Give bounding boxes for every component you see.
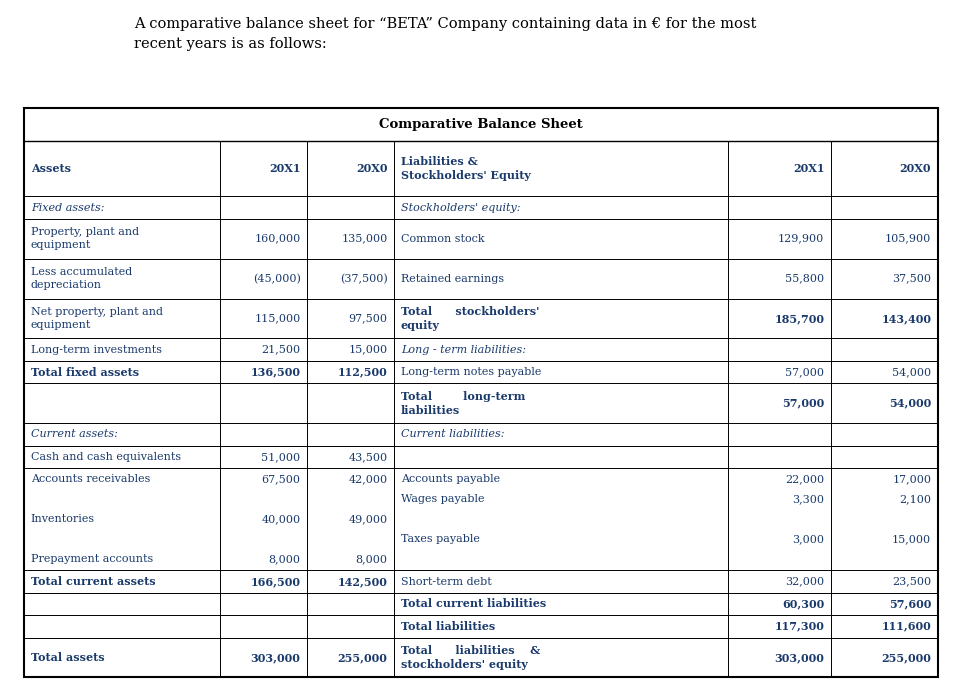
Text: 57,000: 57,000 xyxy=(785,367,824,377)
Text: Cash and cash equivalents: Cash and cash equivalents xyxy=(31,452,181,462)
Text: 136,500: 136,500 xyxy=(250,367,300,378)
Text: 255,000: 255,000 xyxy=(881,652,931,663)
Text: Stockholders' equity:: Stockholders' equity: xyxy=(401,203,521,213)
Text: 166,500: 166,500 xyxy=(250,576,300,587)
Text: 3,300: 3,300 xyxy=(792,494,824,504)
Text: 51,000: 51,000 xyxy=(262,452,300,462)
Text: 111,600: 111,600 xyxy=(881,621,931,632)
Text: (37,500): (37,500) xyxy=(339,273,387,284)
Text: 54,000: 54,000 xyxy=(892,367,931,377)
Text: 185,700: 185,700 xyxy=(774,313,824,324)
Text: Less accumulated
depreciation: Less accumulated depreciation xyxy=(31,267,132,290)
Text: Property, plant and
equipment: Property, plant and equipment xyxy=(31,227,139,250)
Text: 142,500: 142,500 xyxy=(338,576,387,587)
Text: Total      stockholders'
equity: Total stockholders' equity xyxy=(401,306,539,331)
Text: Total fixed assets: Total fixed assets xyxy=(31,367,139,378)
Text: 54,000: 54,000 xyxy=(889,398,931,408)
Text: 49,000: 49,000 xyxy=(348,514,387,524)
Text: 135,000: 135,000 xyxy=(341,233,387,244)
Text: 105,900: 105,900 xyxy=(885,233,931,244)
Text: Taxes payable: Taxes payable xyxy=(401,534,480,544)
Text: 160,000: 160,000 xyxy=(254,233,300,244)
Text: (45,000): (45,000) xyxy=(253,273,300,284)
Text: Wages payable: Wages payable xyxy=(401,494,484,504)
Text: 20X1: 20X1 xyxy=(269,163,300,174)
Text: 60,300: 60,300 xyxy=(782,599,824,609)
Text: 303,000: 303,000 xyxy=(250,652,300,663)
Bar xyxy=(24,108,938,677)
Text: 17,000: 17,000 xyxy=(892,474,931,484)
Text: 20X0: 20X0 xyxy=(356,163,387,174)
Text: 8,000: 8,000 xyxy=(269,554,300,564)
Text: Total current assets: Total current assets xyxy=(31,576,155,587)
Text: 55,800: 55,800 xyxy=(785,274,824,284)
Text: Common stock: Common stock xyxy=(401,233,484,244)
Text: 117,300: 117,300 xyxy=(774,621,824,632)
Text: Long-term investments: Long-term investments xyxy=(31,344,162,355)
Text: 32,000: 32,000 xyxy=(785,576,824,586)
Text: Long-term notes payable: Long-term notes payable xyxy=(401,367,541,377)
Text: Current liabilities:: Current liabilities: xyxy=(401,429,504,439)
Text: Comparative Balance Sheet: Comparative Balance Sheet xyxy=(379,118,583,131)
Text: 97,500: 97,500 xyxy=(348,314,387,323)
Text: Retained earnings: Retained earnings xyxy=(401,274,503,284)
Text: A comparative balance sheet for “BETA” Company containing data in € for the most: A comparative balance sheet for “BETA” C… xyxy=(134,17,757,52)
Text: Total        long-term
liabilities: Total long-term liabilities xyxy=(401,391,526,416)
Text: 37,500: 37,500 xyxy=(892,274,931,284)
Text: 57,000: 57,000 xyxy=(782,398,824,408)
Text: 67,500: 67,500 xyxy=(262,474,300,484)
Text: 303,000: 303,000 xyxy=(774,652,824,663)
Text: Liabilities &
Stockholders' Equity: Liabilities & Stockholders' Equity xyxy=(401,156,530,181)
Text: 20X0: 20X0 xyxy=(900,163,931,174)
Text: Total current liabilities: Total current liabilities xyxy=(401,599,546,609)
Text: 20X1: 20X1 xyxy=(793,163,824,174)
Text: 255,000: 255,000 xyxy=(338,652,387,663)
Text: 112,500: 112,500 xyxy=(338,367,387,378)
Text: Current assets:: Current assets: xyxy=(31,429,118,439)
Text: 22,000: 22,000 xyxy=(785,474,824,484)
Text: Net property, plant and
equipment: Net property, plant and equipment xyxy=(31,307,163,330)
Text: 15,000: 15,000 xyxy=(892,534,931,544)
Text: Accounts payable: Accounts payable xyxy=(401,474,500,484)
Text: 42,000: 42,000 xyxy=(348,474,387,484)
Text: Assets: Assets xyxy=(31,163,71,174)
Text: Prepayment accounts: Prepayment accounts xyxy=(31,554,152,564)
Text: 43,500: 43,500 xyxy=(348,452,387,462)
Text: 57,600: 57,600 xyxy=(889,599,931,609)
Text: Total      liabilities    &
stockholders' equity: Total liabilities & stockholders' equity xyxy=(401,645,540,670)
Text: 40,000: 40,000 xyxy=(262,514,300,524)
Text: Long - term liabilities:: Long - term liabilities: xyxy=(401,344,526,355)
Text: 3,000: 3,000 xyxy=(792,534,824,544)
Text: Accounts receivables: Accounts receivables xyxy=(31,474,150,484)
Text: 21,500: 21,500 xyxy=(262,344,300,355)
Text: Short-term debt: Short-term debt xyxy=(401,576,492,586)
Text: 129,900: 129,900 xyxy=(778,233,824,244)
Text: 15,000: 15,000 xyxy=(348,344,387,355)
Text: Total liabilities: Total liabilities xyxy=(401,621,495,632)
Text: 8,000: 8,000 xyxy=(356,554,387,564)
Text: 23,500: 23,500 xyxy=(892,576,931,586)
Text: 143,400: 143,400 xyxy=(881,313,931,324)
Text: Inventories: Inventories xyxy=(31,514,95,524)
Text: Fixed assets:: Fixed assets: xyxy=(31,203,105,213)
Text: Total assets: Total assets xyxy=(31,652,105,663)
Text: 115,000: 115,000 xyxy=(254,314,300,323)
Text: 2,100: 2,100 xyxy=(900,494,931,504)
